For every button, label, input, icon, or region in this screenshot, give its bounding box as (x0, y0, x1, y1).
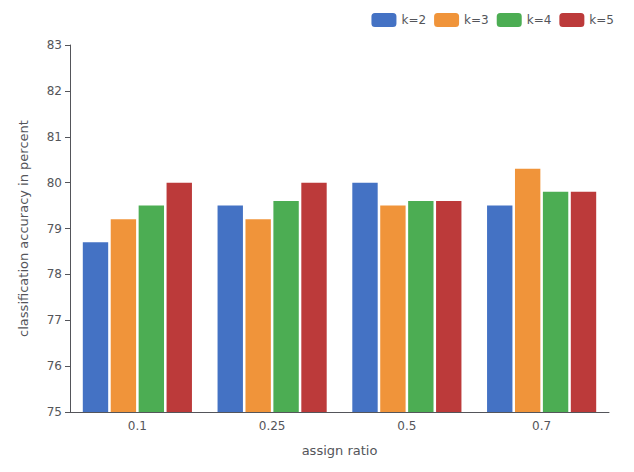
svg-text:81: 81 (47, 130, 62, 144)
svg-text:76: 76 (47, 359, 62, 373)
svg-text:k=4: k=4 (527, 13, 552, 27)
svg-text:0.5: 0.5 (397, 419, 416, 433)
svg-text:k=2: k=2 (401, 13, 426, 27)
svg-text:k=3: k=3 (464, 13, 489, 27)
svg-text:0.25: 0.25 (259, 419, 286, 433)
svg-text:k=5: k=5 (589, 13, 614, 27)
svg-text:80: 80 (47, 176, 62, 190)
svg-text:82: 82 (47, 84, 62, 98)
svg-text:assign ratio: assign ratio (302, 443, 378, 458)
svg-text:0.1: 0.1 (128, 419, 147, 433)
svg-text:classification accuracy in per: classification accuracy in percent (16, 120, 31, 337)
svg-text:83: 83 (47, 38, 62, 52)
svg-text:79: 79 (47, 222, 62, 236)
svg-text:77: 77 (47, 313, 62, 327)
svg-text:78: 78 (47, 267, 62, 281)
svg-text:75: 75 (47, 405, 62, 419)
svg-text:0.7: 0.7 (532, 419, 551, 433)
